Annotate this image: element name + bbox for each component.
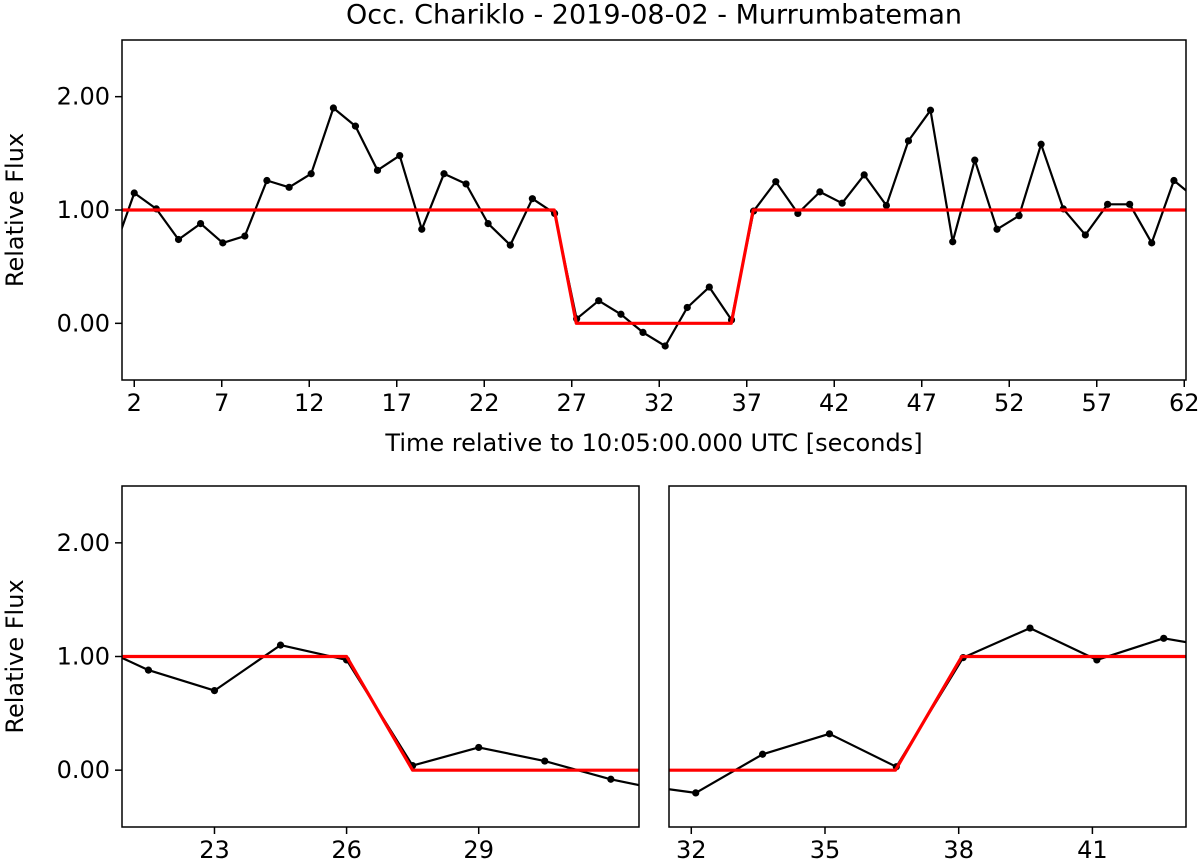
data-point — [285, 183, 293, 191]
data-point — [692, 789, 700, 797]
data-point — [838, 199, 846, 207]
data-point — [926, 106, 935, 114]
data-point — [595, 297, 603, 305]
data-point — [528, 195, 536, 203]
data-point — [210, 687, 219, 695]
data-point — [130, 189, 138, 197]
data-point — [462, 180, 470, 188]
y-tick-label: 1.00 — [57, 643, 110, 671]
data-point — [174, 235, 183, 244]
data-point — [1104, 200, 1112, 208]
data-point — [993, 225, 1001, 233]
x-tick-label: 52 — [994, 389, 1025, 417]
x-tick-label: 2 — [127, 389, 142, 417]
data-point — [263, 176, 271, 185]
series-line — [669, 626, 1186, 795]
y-axis-label: Relative Flux — [1, 579, 29, 733]
axes-frame — [668, 485, 1187, 828]
x-tick-label: 17 — [381, 389, 412, 417]
data-point — [351, 122, 360, 130]
series-line — [122, 654, 639, 772]
x-tick-label: 57 — [1081, 389, 1112, 417]
x-tick-label: 29 — [463, 836, 494, 864]
x-tick-label: 37 — [731, 389, 762, 417]
y-tick-label: 2.00 — [57, 529, 110, 557]
data-point — [1081, 231, 1089, 239]
x-axis-label: Time relative to 10:05:00.000 UTC [secon… — [384, 429, 922, 457]
data-point — [1126, 200, 1134, 208]
data-point — [949, 238, 957, 246]
plot-area — [109, 104, 1199, 350]
x-tick-label: 32 — [644, 389, 675, 417]
y-tick-label: 2.00 — [57, 83, 110, 111]
data-point — [772, 178, 780, 186]
series-line — [122, 106, 1186, 348]
data-point — [683, 303, 691, 312]
data-point — [971, 156, 979, 164]
series-line — [669, 654, 1186, 772]
data-point — [506, 241, 514, 249]
data-point — [475, 743, 483, 752]
data-point — [144, 666, 153, 674]
x-tick-label: 41 — [1077, 836, 1108, 864]
data-point — [758, 750, 767, 758]
data-point — [816, 188, 824, 196]
y-tick-label: 0.00 — [57, 309, 110, 337]
data-point — [825, 730, 834, 738]
data-point — [373, 166, 382, 174]
data-point — [1148, 239, 1156, 247]
x-tick-label: 7 — [214, 389, 229, 417]
x-tick-label: 62 — [1169, 389, 1200, 417]
data-point — [607, 775, 615, 783]
data-point — [1192, 195, 1199, 202]
plot-area — [122, 641, 639, 787]
x-tick-label: 12 — [294, 389, 325, 417]
data-point — [418, 225, 426, 233]
data-point — [307, 170, 315, 178]
plot-area — [669, 624, 1186, 797]
y-axis-label: Relative Flux — [1, 133, 29, 287]
x-tick-label: 42 — [819, 389, 850, 417]
data-point — [661, 342, 669, 350]
y-tick-label: 1.00 — [57, 196, 110, 224]
x-tick-label: 26 — [331, 836, 362, 864]
x-tick-label: 38 — [943, 836, 974, 864]
series-line — [122, 208, 1186, 325]
data-point — [617, 310, 625, 318]
x-tick-label: 22 — [469, 389, 500, 417]
data-point — [484, 220, 492, 228]
data-point — [1037, 140, 1045, 148]
data-point — [1015, 212, 1023, 220]
data-point — [241, 232, 249, 240]
x-tick-label: 47 — [906, 389, 937, 417]
y-tick-label: 0.00 — [57, 756, 110, 784]
data-point — [904, 137, 913, 145]
data-point — [219, 239, 227, 247]
data-point — [276, 641, 285, 649]
data-point — [329, 104, 337, 112]
data-point — [882, 201, 891, 210]
data-point — [1026, 624, 1034, 632]
data-point — [396, 152, 404, 160]
data-point — [1160, 634, 1168, 642]
data-point — [1093, 656, 1101, 664]
data-point — [1170, 176, 1178, 185]
chart-title: Occ. Chariklo - 2019-08-02 - Murrumbatem… — [346, 0, 962, 31]
data-point — [196, 220, 205, 228]
data-point — [109, 252, 116, 259]
data-point — [705, 283, 713, 291]
x-tick-label: 35 — [810, 836, 841, 864]
x-tick-label: 32 — [676, 836, 707, 864]
data-point — [860, 171, 868, 179]
x-tick-label: 27 — [556, 389, 587, 417]
data-point — [541, 757, 549, 765]
data-point — [639, 328, 647, 336]
x-tick-label: 23 — [199, 836, 230, 864]
data-point — [440, 170, 448, 178]
